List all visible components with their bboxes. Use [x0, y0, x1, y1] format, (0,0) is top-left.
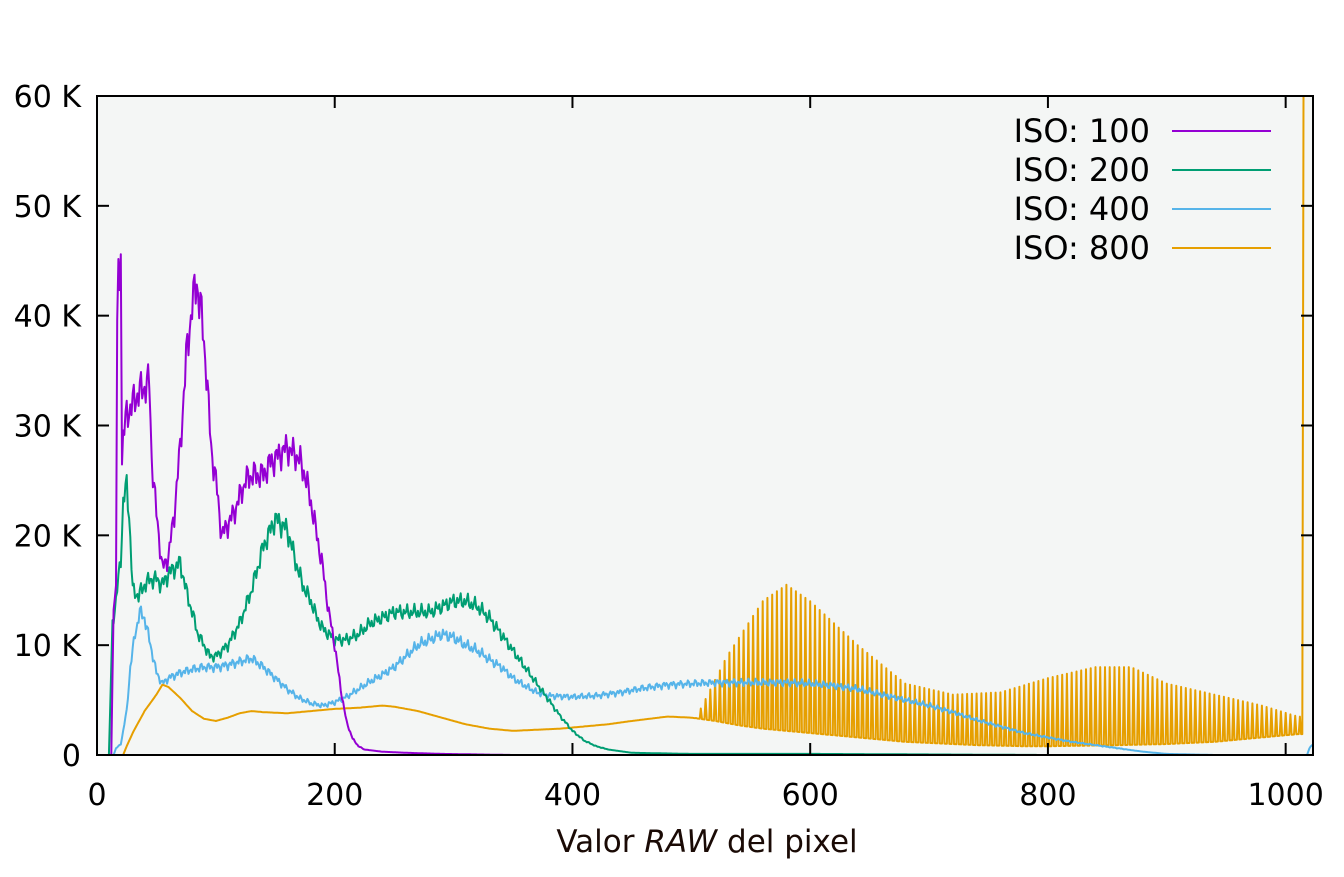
y-tick-label: 30 K: [14, 410, 83, 445]
y-tick-label: 40 K: [14, 300, 83, 335]
x-axis-title-part: del pixel: [717, 824, 857, 860]
x-tick-label: 600: [782, 778, 839, 813]
legend-label: ISO: 200: [1014, 151, 1150, 189]
series-line-iso-400: [97, 605, 1314, 756]
y-tick-label: 10 K: [14, 629, 83, 664]
y-tick-label: 50 K: [14, 190, 83, 225]
legend-label: ISO: 400: [1014, 190, 1150, 228]
ticks-layer: 0 200 400 600 800 1000 0 10 K 20 K 30 K 40 K 50 K 60…: [14, 80, 1324, 813]
legend-label: ISO: 800: [1014, 229, 1150, 267]
x-tick-label: 400: [544, 778, 601, 813]
x-axis-title: Valor RAW del pixel: [556, 824, 857, 860]
x-tick-label: 1000: [1247, 778, 1323, 813]
x-axis-title-part: Valor: [556, 824, 644, 860]
y-tick-label: 0: [62, 739, 81, 774]
y-tick-label: 60 K: [14, 80, 83, 115]
x-tick-label: 800: [1019, 778, 1076, 813]
x-axis-title-part: RAW: [644, 824, 718, 860]
legend-label: ISO: 100: [1014, 112, 1150, 150]
x-tick-label: 200: [306, 778, 363, 813]
y-tick-label: 20 K: [14, 519, 83, 554]
x-tick-label: 0: [87, 778, 106, 813]
plot-background: [97, 96, 1313, 755]
